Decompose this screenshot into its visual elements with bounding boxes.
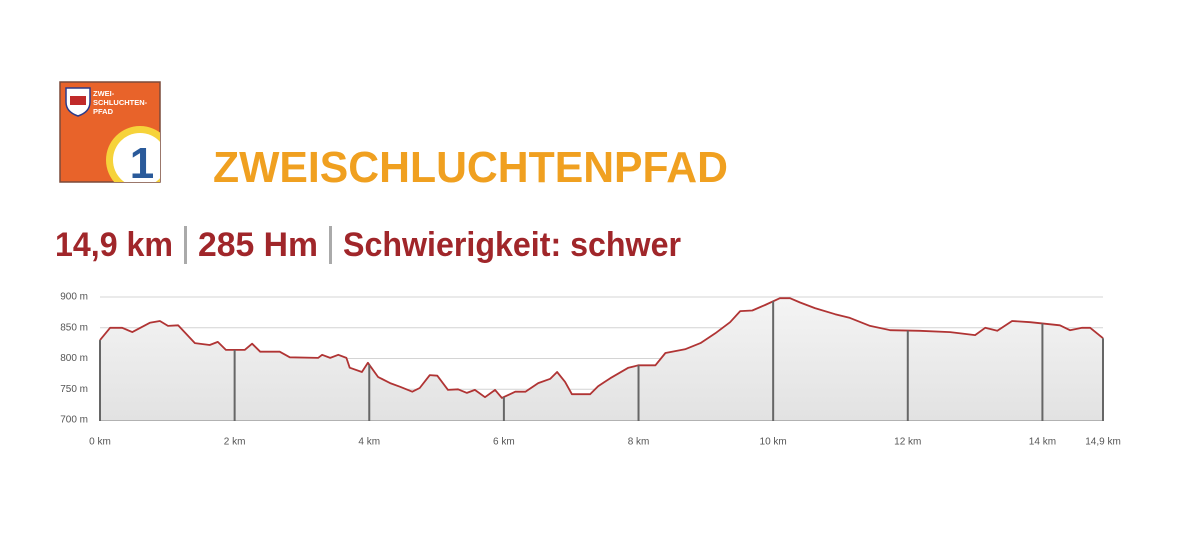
separator xyxy=(184,226,187,264)
y-tick-label: 900 m xyxy=(60,292,88,303)
logo: ZWEI- SCHLUCHTEN- PFAD 1 xyxy=(59,81,161,188)
x-tick-label: 0 km xyxy=(89,437,111,448)
y-tick-label: 750 m xyxy=(60,384,88,395)
stat: 14,9 km xyxy=(55,226,173,264)
logo-number: 1 xyxy=(130,139,154,188)
stat: 285 Hm xyxy=(198,226,318,264)
y-tick-label: 800 m xyxy=(60,353,88,364)
logo-text: PFAD xyxy=(93,107,114,116)
logo-text: ZWEI- xyxy=(93,89,115,98)
elevation-line xyxy=(99,297,1104,399)
elevation-area xyxy=(100,298,1103,420)
stat: Schwierigkeit: schwer xyxy=(343,226,681,264)
x-tick-label: 14 km xyxy=(1029,437,1056,448)
x-tick-label: 4 km xyxy=(358,437,380,448)
x-tick-label: 10 km xyxy=(760,437,787,448)
x-tick-label: 8 km xyxy=(628,437,650,448)
logo-text: SCHLUCHTEN- xyxy=(93,98,148,107)
x-tick-label: 12 km xyxy=(894,437,921,448)
y-tick-label: 700 m xyxy=(60,415,88,426)
x-tick-label: 2 km xyxy=(224,437,246,448)
x-tick-label: 14,9 km xyxy=(1085,437,1121,448)
chart-title: ZWEISCHLUCHTENPFAD xyxy=(213,143,728,192)
separator xyxy=(329,226,332,264)
logo-disc xyxy=(113,133,160,182)
logo-shield-band xyxy=(70,96,86,105)
y-tick-label: 850 m xyxy=(60,322,88,333)
x-tick-label: 6 km xyxy=(493,437,515,448)
